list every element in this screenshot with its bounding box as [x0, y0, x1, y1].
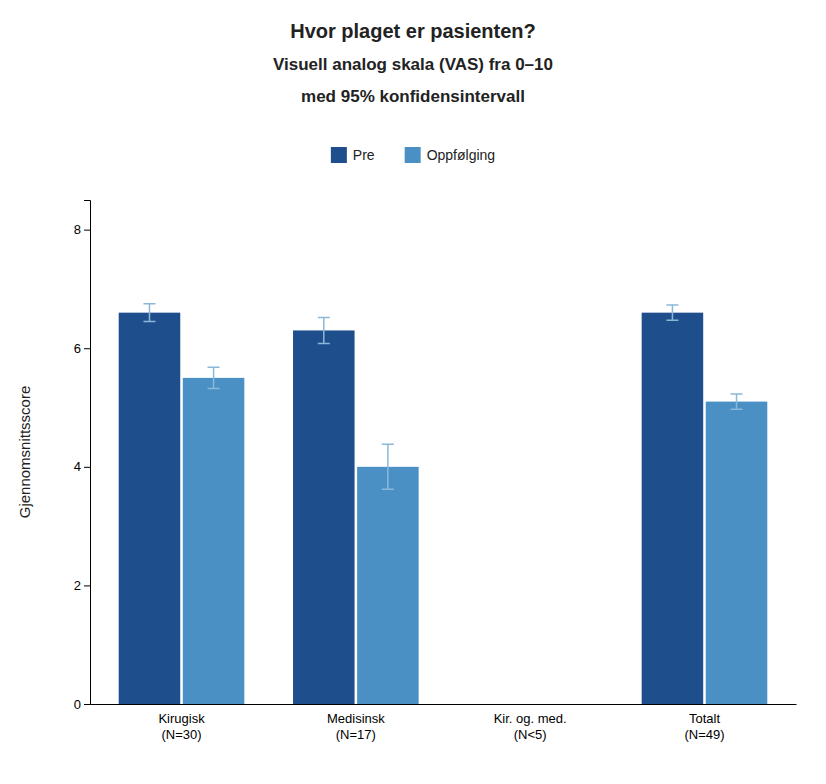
- legend-swatch: [405, 147, 421, 163]
- bar: [642, 313, 704, 704]
- tick-label: 8: [74, 222, 81, 237]
- subtitle: med 95% konfidensintervall: [301, 87, 525, 106]
- tick-label: 4: [74, 459, 81, 474]
- legend-label: Oppfølging: [427, 147, 495, 163]
- tick-label: 0: [74, 697, 81, 712]
- tick-label: 2: [74, 578, 81, 593]
- bar: [357, 467, 419, 704]
- y-tick: 8: [74, 222, 90, 237]
- tick-label: 6: [74, 341, 81, 356]
- x-tick: Totalt(N=49): [684, 704, 724, 742]
- tick-label-line: (N=49): [684, 727, 724, 742]
- axis-line: [84, 201, 91, 705]
- error-bar: [666, 305, 678, 320]
- title: Hvor plaget er pasienten?: [290, 20, 536, 42]
- error-bar: [318, 317, 330, 343]
- y-axis-title: Gjennomsnittsscore: [16, 386, 33, 519]
- error-bar: [382, 444, 394, 489]
- y-tick: 6: [74, 341, 90, 356]
- tick-label-line: Kirugisk: [158, 711, 205, 726]
- subtitle: Visuell analog skala (VAS) fra 0–10: [273, 55, 553, 74]
- y-tick: 4: [74, 459, 90, 474]
- chart: Hvor plaget er pasienten? Visuell analog …: [0, 0, 826, 784]
- error-bar: [143, 304, 155, 322]
- tick-mark: [84, 585, 90, 586]
- tick-mark: [84, 348, 90, 349]
- tick-label-line: (N<5): [514, 727, 547, 742]
- y-axis: 0 2 4 6 8: [74, 201, 91, 712]
- legend-swatch: [331, 147, 347, 163]
- x-axis: Kirugisk(N=30) Medisinsk(N=17) Kir. og. me…: [91, 704, 797, 742]
- tick-label-line: Medisinsk: [327, 711, 385, 726]
- error-bar: [208, 367, 220, 388]
- tick-label: Totalt(N=49): [684, 711, 724, 742]
- tick-mark: [84, 704, 90, 705]
- x-tick: Medisinsk(N=17): [327, 704, 385, 742]
- tick-label: Kir. og. med.(N<5): [494, 711, 567, 742]
- marks: [119, 304, 768, 704]
- axis-line: [91, 704, 797, 705]
- bar: [119, 313, 181, 704]
- bar: [293, 330, 355, 704]
- tick-mark: [84, 467, 90, 468]
- y-tick: 2: [74, 578, 90, 593]
- tick-label-line: (N=17): [336, 727, 376, 742]
- legend-label: Pre: [353, 147, 375, 163]
- tick-label-line: Totalt: [689, 711, 720, 726]
- legend: Pre Oppfølging: [331, 147, 495, 163]
- error-bar: [731, 394, 743, 409]
- legend-item: Pre: [331, 147, 375, 163]
- tick-label: Medisinsk(N=17): [327, 711, 385, 742]
- x-tick: Kir. og. med.(N<5): [494, 704, 567, 742]
- bar: [706, 402, 768, 704]
- tick-label-line: (N=30): [161, 727, 201, 742]
- y-tick: 0: [74, 697, 90, 712]
- bar: [183, 378, 245, 704]
- tick-mark: [84, 230, 90, 231]
- legend-item: Oppfølging: [405, 147, 495, 163]
- tick-label: Kirugisk(N=30): [158, 711, 205, 742]
- tick-label-line: Kir. og. med.: [494, 711, 567, 726]
- x-tick: Kirugisk(N=30): [158, 704, 205, 742]
- plot: 0 2 4 6 8 Kirugisk(N=30) Medisinsk(N=17) Kir. o…: [16, 201, 797, 743]
